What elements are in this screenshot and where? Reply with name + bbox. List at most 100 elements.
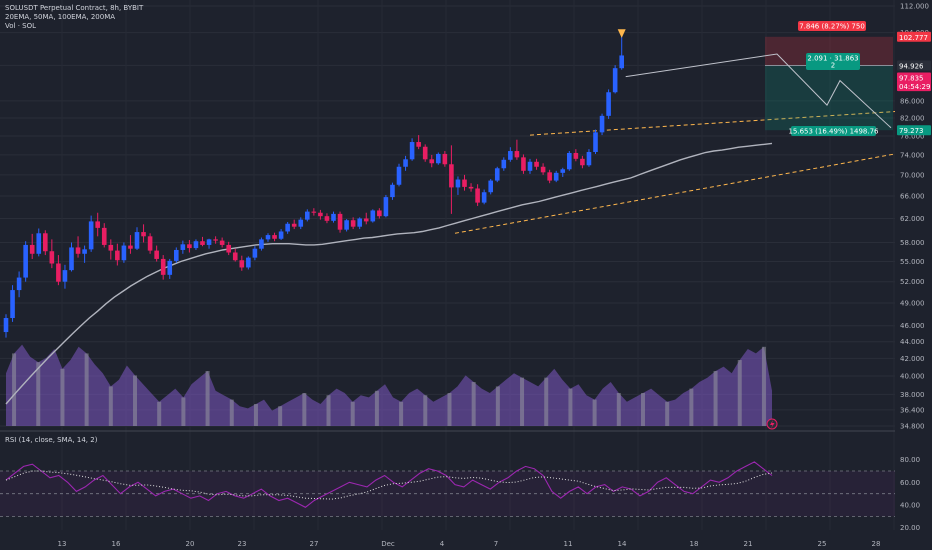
candle-body [174,249,179,261]
candle-body [311,211,317,213]
volume-bar [495,386,500,426]
countdown-badge-bg [897,81,931,92]
price-axis-bg [895,0,932,550]
candle-body [606,92,611,116]
candle-body [147,236,153,251]
time-tick-label: 28 [872,540,881,548]
candle-body [383,197,389,217]
candle-body [619,55,624,69]
candle-body [416,142,421,147]
candle-body [337,213,343,230]
candle-body [573,152,579,159]
price-tick-label: 58.000 [900,239,925,247]
candle-body [56,263,61,282]
price-tick-label: 62.000 [900,215,925,223]
candle-body [363,218,369,222]
volume-bar [640,393,645,426]
time-tick-label: 11 [564,540,573,548]
time-tick-label: 27 [310,540,319,548]
candle-body [475,188,480,203]
volume-bar [350,401,355,426]
candle-body [16,277,22,291]
volume-bar [84,353,89,426]
time-tick-label: 4 [440,540,445,548]
path-projection[interactable] [625,53,892,129]
volume-bar [205,371,210,426]
volume-legend[interactable]: Vol · SOL [5,22,37,30]
candle-body [298,219,304,227]
candle-body [377,210,382,217]
candle-body [580,158,585,166]
short-position-tool[interactable] [765,36,893,131]
price-tick-label: 36.400 [900,406,925,414]
candle-body [468,186,474,189]
volume-bar [326,395,331,426]
candle-body [331,213,336,221]
price-tick-label: 78.000 [900,132,925,140]
volume-bar [108,386,113,426]
candle-body [101,227,107,245]
current-price-badge-bg [897,31,931,42]
volume-bar [423,395,428,426]
volume-bar [568,388,573,426]
time-tick-label: 7 [494,540,498,548]
candle-body [514,151,520,158]
candle-body [521,157,526,171]
candle-body [23,244,28,278]
rsi-legend[interactable]: RSI (14, close, SMA, 14, 2) [5,436,98,444]
symbol-title[interactable]: SOLUSDT Perpetual Contract, 8h, BYBIT [5,4,144,12]
trend-lower-line [454,153,896,234]
entry-price-badge-bg [897,60,931,71]
volume-bar [689,388,694,426]
candle-body [200,241,205,245]
volume-bar [36,362,41,426]
target-low-badge: 97.835 [899,74,924,82]
volume-bar [616,393,621,426]
candle-body [69,247,74,271]
candle-body [494,168,500,181]
volume-bar [447,393,452,426]
candle-body [252,248,258,258]
candle-body [560,169,566,173]
candle-body [88,221,94,250]
candle-body [43,233,48,252]
rsi-line [5,461,773,508]
candle-body [49,251,55,264]
price-tick-label: 66.000 [900,193,925,201]
candle-body [508,151,513,160]
target-price-badge-bg [897,125,931,136]
candle-body [462,179,467,187]
candle-body [324,216,330,221]
take-profit-zone [765,65,893,131]
trend-channel[interactable] [454,111,896,234]
candle-body [246,257,251,268]
volume-bar [761,346,766,426]
candle-body [370,210,376,222]
target-low-badge-bg [897,72,931,83]
candle-body [259,239,264,249]
volume-bar [181,397,186,426]
volume-bar [544,377,549,426]
candle-body [612,68,618,93]
candle-body [599,115,605,133]
price-tick-label: 74.000 [900,151,925,159]
entry-price-badge: 94.926 [899,63,924,71]
price-tick-label: 40.000 [900,372,925,380]
time-tick-label: 25 [818,540,827,548]
candle-body [121,245,127,261]
candle-body [3,318,9,333]
candle-body [357,218,362,227]
rsi-tick-label: 80.00 [900,456,920,464]
ma-line [5,142,773,405]
candle-body [396,166,402,185]
candle-body [344,220,349,230]
indicator-legend[interactable]: 20EMA, 50MA, 100EMA, 200MA [5,13,116,21]
candle-body [226,244,231,253]
candle-body [115,250,120,261]
candle-body [187,244,192,249]
candle-body [219,240,225,245]
flash-icon-glyph [770,420,775,429]
